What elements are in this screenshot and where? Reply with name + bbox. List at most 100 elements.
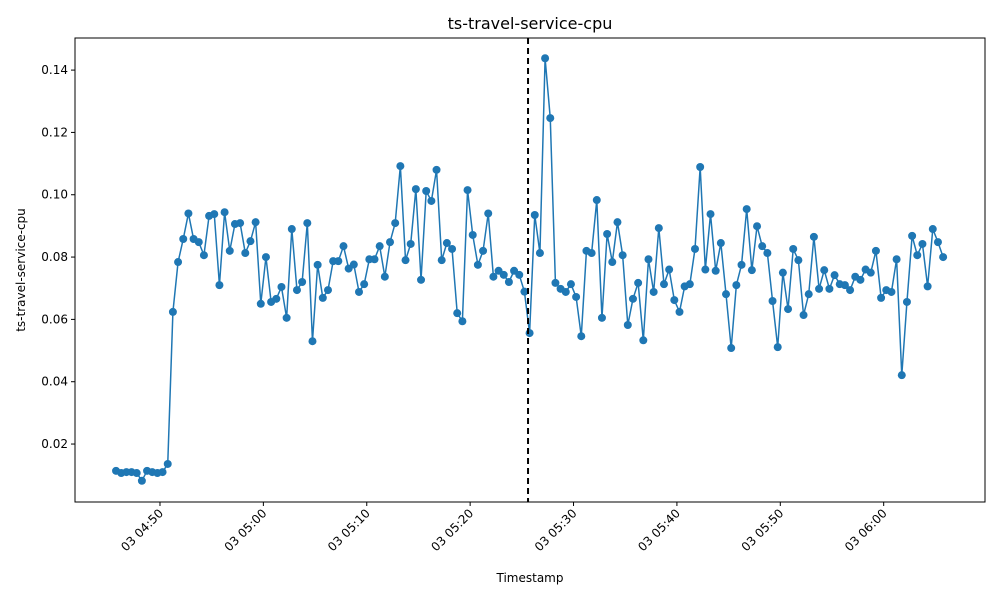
data-point	[541, 54, 550, 63]
data-point	[572, 292, 581, 301]
data-point	[225, 246, 234, 255]
data-point	[458, 317, 467, 326]
data-point	[163, 459, 172, 468]
data-point	[432, 165, 441, 174]
data-point	[566, 280, 575, 289]
x-tick-label: 03 04:50	[118, 506, 166, 554]
data-point	[675, 307, 684, 316]
data-point	[597, 313, 606, 322]
data-point	[292, 286, 301, 295]
data-point	[520, 287, 529, 296]
data-point	[577, 332, 586, 341]
data-point	[241, 249, 250, 258]
data-point	[918, 239, 927, 248]
data-point	[287, 225, 296, 234]
data-point	[691, 244, 700, 253]
data-point	[308, 337, 317, 346]
data-point	[794, 256, 803, 265]
data-point	[236, 219, 245, 228]
data-point	[820, 266, 829, 275]
data-point	[897, 371, 906, 380]
data-point	[866, 268, 875, 277]
data-point	[608, 258, 617, 267]
data-point	[380, 272, 389, 281]
data-point	[840, 281, 849, 290]
data-point	[298, 277, 307, 286]
data-point	[417, 275, 426, 284]
data-point	[468, 230, 477, 239]
data-point	[654, 224, 663, 233]
data-point	[179, 234, 188, 243]
data-point	[908, 231, 917, 240]
data-point	[277, 282, 286, 291]
data-point	[928, 225, 937, 234]
data-point	[499, 270, 508, 279]
data-point	[355, 287, 364, 296]
data-point	[913, 251, 922, 260]
data-point	[391, 219, 400, 228]
data-point	[825, 284, 834, 293]
data-point	[199, 251, 208, 260]
data-point	[210, 210, 219, 219]
data-point	[339, 242, 348, 251]
data-point	[815, 284, 824, 293]
y-tick-label: 0.04	[41, 375, 68, 389]
data-point	[551, 278, 560, 287]
data-point	[747, 266, 756, 275]
data-point	[639, 336, 648, 345]
x-tick-label: 03 05:50	[739, 506, 787, 554]
data-point	[406, 239, 415, 248]
data-point	[484, 209, 493, 218]
data-point	[778, 268, 787, 277]
data-point	[546, 114, 555, 123]
y-tick-label: 0.02	[41, 437, 68, 451]
data-point	[659, 280, 668, 289]
data-point	[711, 266, 720, 275]
data-point	[628, 294, 637, 303]
data-point	[515, 270, 524, 279]
data-point	[535, 249, 544, 258]
data-point	[670, 296, 679, 305]
data-point	[504, 277, 513, 286]
data-point	[489, 272, 498, 281]
data-point	[685, 280, 694, 289]
data-point	[427, 196, 436, 205]
data-point	[215, 281, 224, 290]
data-point	[732, 281, 741, 290]
data-point	[877, 293, 886, 302]
data-point	[784, 305, 793, 314]
data-point	[220, 208, 229, 217]
x-tick-label: 03 05:10	[325, 506, 373, 554]
x-tick-label: 03 05:00	[222, 506, 270, 554]
data-point	[479, 246, 488, 255]
data-point	[706, 210, 715, 219]
data-point	[846, 286, 855, 295]
data-point	[349, 260, 358, 269]
data-point	[334, 257, 343, 266]
data-point	[716, 239, 725, 248]
data-point	[375, 242, 384, 251]
data-point	[184, 209, 193, 218]
data-point	[809, 232, 818, 241]
data-point	[789, 244, 798, 253]
data-point	[561, 287, 570, 296]
chart-title: ts-travel-service-cpu	[448, 14, 613, 33]
data-point	[318, 293, 327, 302]
data-point	[618, 251, 627, 260]
data-point	[768, 297, 777, 306]
x-axis-label: Timestamp	[496, 571, 564, 585]
data-point	[742, 205, 751, 214]
data-point	[933, 238, 942, 247]
data-point	[411, 185, 420, 194]
y-tick-label: 0.08	[41, 250, 68, 264]
data-point	[323, 286, 332, 295]
plot-frame	[74, 37, 986, 503]
data-point	[251, 218, 260, 227]
x-tick-label: 03 06:00	[842, 506, 890, 554]
data-point	[753, 222, 762, 231]
data-point	[804, 290, 813, 299]
data-point	[665, 265, 674, 274]
data-point	[396, 162, 405, 171]
data-point	[644, 255, 653, 264]
data-point	[592, 196, 601, 205]
